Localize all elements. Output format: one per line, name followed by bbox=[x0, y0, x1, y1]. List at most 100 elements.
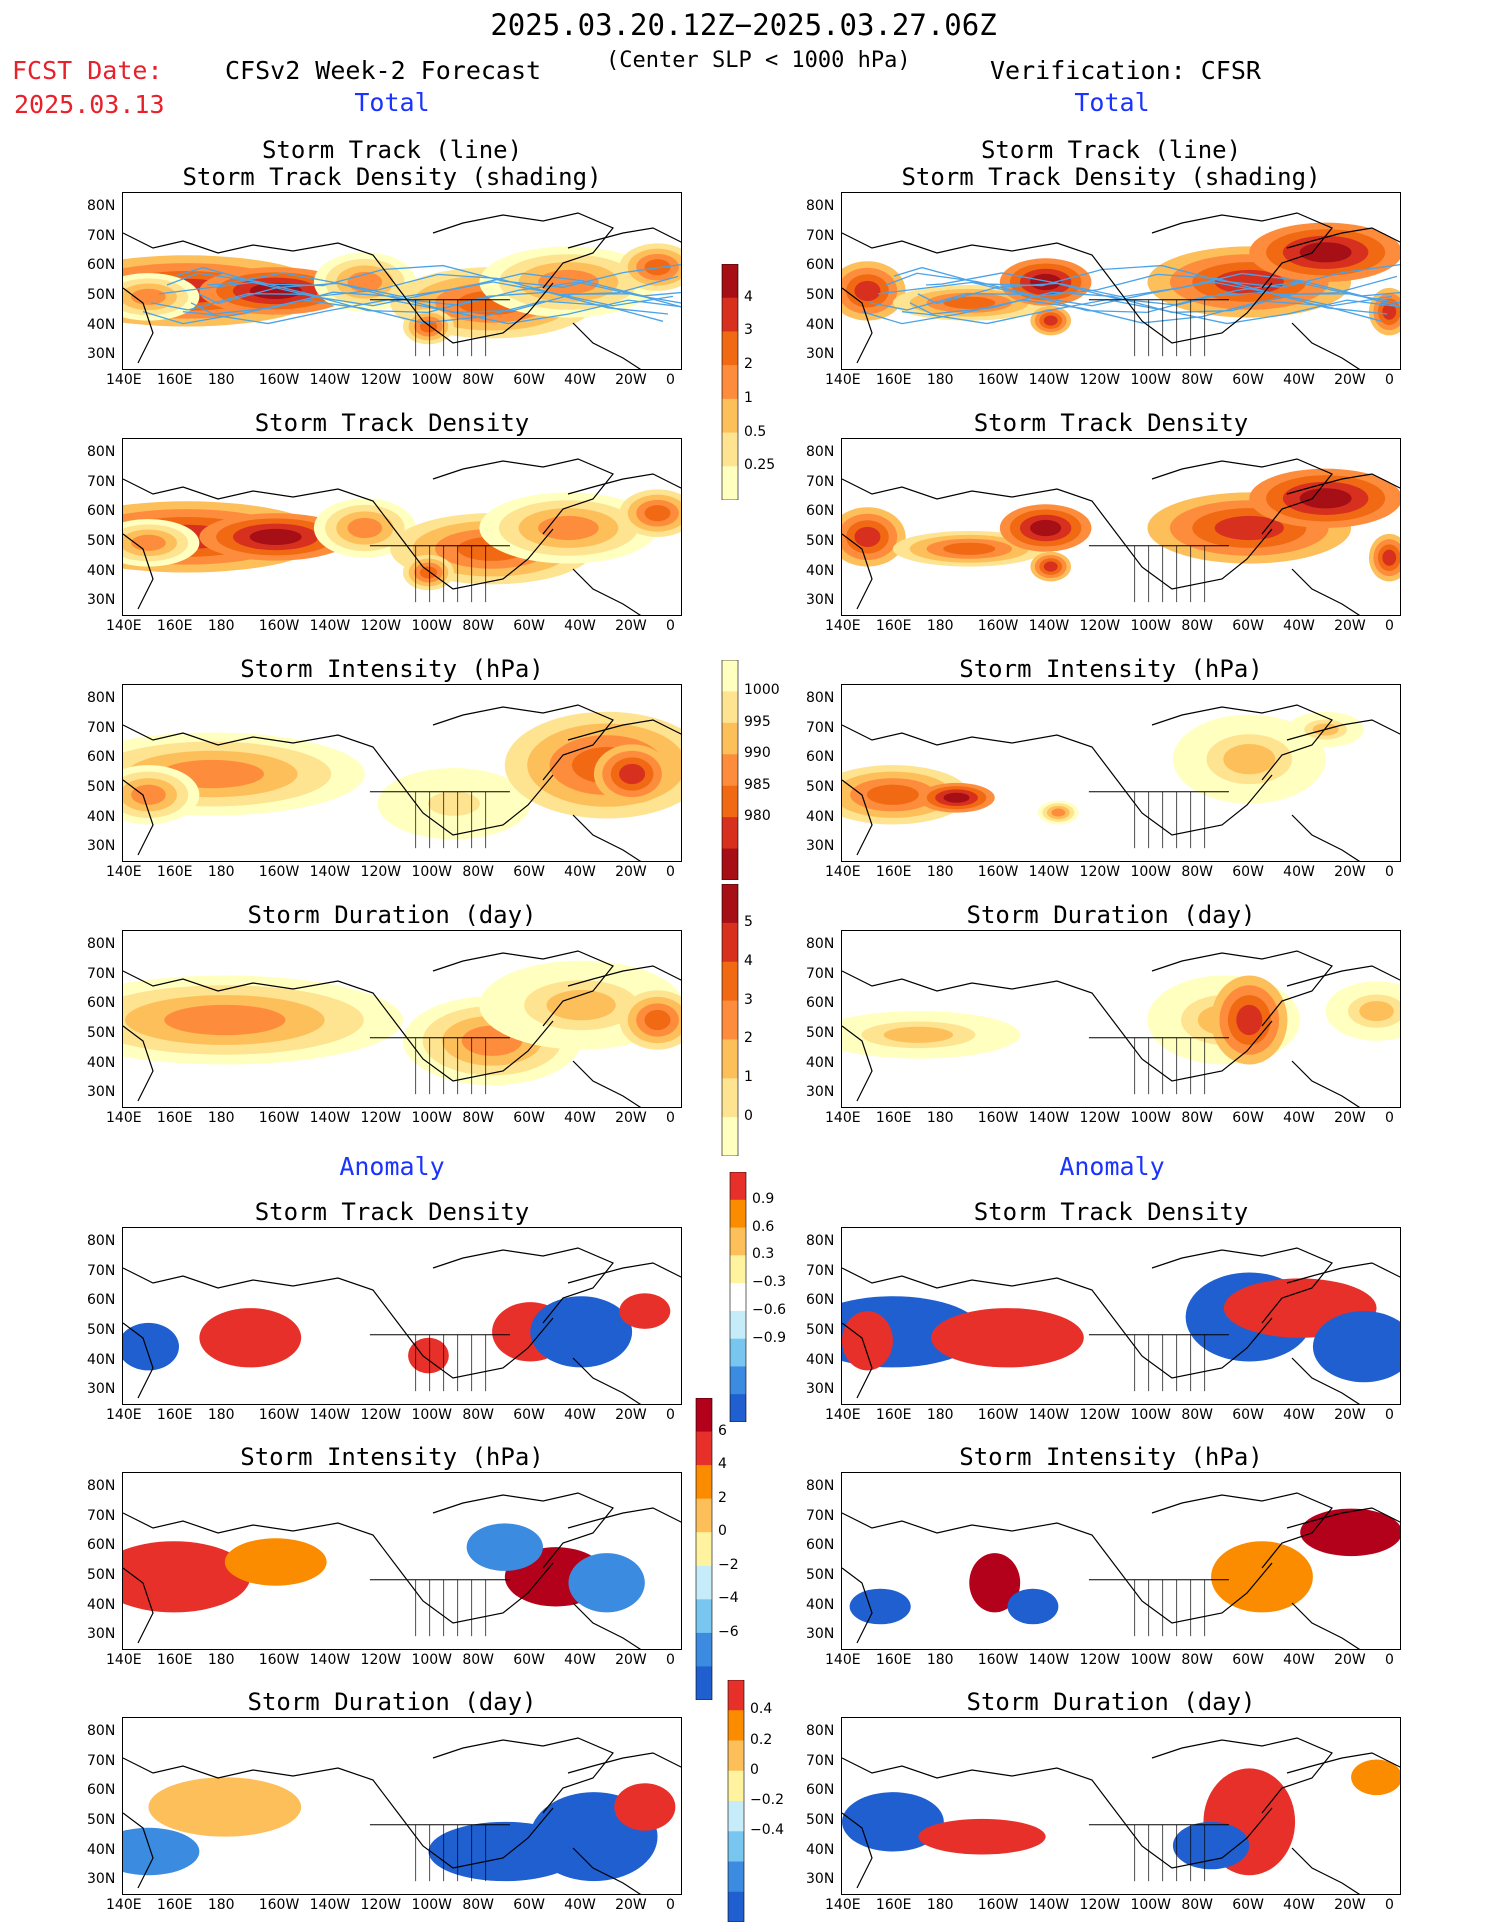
panel-title: Storm Intensity (hPa) bbox=[240, 655, 544, 683]
lon-label: 180 bbox=[926, 1407, 954, 1423]
colorbar-swatch bbox=[696, 1431, 712, 1466]
lat-label: 70N bbox=[87, 719, 116, 736]
colorbar-swatch bbox=[728, 1801, 744, 1832]
lon-label: 160W bbox=[977, 1652, 1019, 1668]
lon-label: 60W bbox=[513, 864, 545, 880]
colorbar-label: 0.2 bbox=[750, 1731, 773, 1748]
lon-label: 180 bbox=[207, 372, 235, 388]
lat-label: 80N bbox=[87, 443, 116, 460]
lat-label: 60N bbox=[806, 1537, 835, 1554]
lon-label: 20W bbox=[1334, 1407, 1366, 1423]
field-contour bbox=[619, 1293, 671, 1329]
colorbar-label: −0.3 bbox=[752, 1274, 786, 1291]
lon-label: 140E bbox=[106, 372, 142, 388]
colorbar-label: 0 bbox=[718, 1523, 727, 1540]
lon-label: 180 bbox=[926, 1897, 954, 1913]
field-contour bbox=[1300, 1508, 1400, 1557]
colorbar-swatch bbox=[730, 1310, 746, 1340]
field-contour bbox=[123, 1322, 179, 1371]
field-contour bbox=[408, 1337, 449, 1374]
lat-label: 30N bbox=[806, 838, 835, 855]
lat-label: 40N bbox=[87, 1054, 116, 1071]
colorbar-swatch bbox=[696, 1465, 712, 1500]
colorbar-swatch bbox=[722, 398, 738, 434]
map-field bbox=[123, 1492, 681, 1649]
field-contour bbox=[918, 1818, 1046, 1855]
lon-label: 40W bbox=[564, 1897, 596, 1913]
lon-label: 80W bbox=[1181, 1897, 1214, 1913]
lon-label: 0 bbox=[1385, 1407, 1394, 1423]
lon-label: 140W bbox=[1028, 864, 1070, 880]
lat-label: 70N bbox=[806, 1752, 835, 1769]
lat-label: 70N bbox=[87, 1752, 116, 1769]
verification-header: Verification: CFSR bbox=[990, 56, 1261, 85]
lon-label: 140W bbox=[309, 864, 351, 880]
field-contour bbox=[224, 1538, 327, 1586]
panel-title: Storm Track (line) bbox=[261, 136, 523, 164]
lon-label: 140W bbox=[309, 1652, 351, 1668]
colorbar-label: 0 bbox=[750, 1761, 759, 1778]
lon-label: 120W bbox=[1079, 1897, 1121, 1913]
colorbar-swatch bbox=[722, 722, 738, 755]
field-contour bbox=[1299, 242, 1352, 263]
map-field bbox=[842, 950, 1400, 1107]
panel-title: Storm Duration (day) bbox=[966, 901, 1256, 929]
lon-label: 100W bbox=[411, 1652, 453, 1668]
lat-label: 50N bbox=[806, 1321, 835, 1338]
lon-label: 140W bbox=[309, 372, 351, 388]
lon-label: 140W bbox=[309, 1897, 351, 1913]
lon-label: 140E bbox=[825, 372, 861, 388]
lon-label: 180 bbox=[926, 618, 954, 634]
field-contour bbox=[1236, 1004, 1263, 1036]
lon-label: 100W bbox=[1130, 1652, 1172, 1668]
field-contour bbox=[568, 1553, 645, 1613]
lon-label: 180 bbox=[207, 864, 235, 880]
anomaly-label-left: Anomaly bbox=[339, 1152, 445, 1181]
lat-label: 70N bbox=[87, 227, 116, 244]
field-contour bbox=[619, 763, 646, 785]
colorbar-label: 0 bbox=[744, 1108, 753, 1125]
lon-label: 160W bbox=[258, 1110, 300, 1126]
colorbar-swatch bbox=[728, 1770, 744, 1802]
lon-label: 60W bbox=[1232, 1897, 1264, 1913]
map-field bbox=[123, 950, 681, 1107]
colorbar-swatch bbox=[696, 1532, 712, 1567]
field-contour bbox=[943, 542, 996, 555]
lat-label: 30N bbox=[87, 838, 116, 855]
panel-title: Storm Track Density bbox=[973, 409, 1249, 437]
colorbar-label: 990 bbox=[744, 745, 771, 762]
lon-label: 20W bbox=[615, 372, 647, 388]
lon-label: 20W bbox=[615, 1110, 647, 1126]
map-panel-obs-aduration bbox=[841, 1717, 1401, 1895]
colorbar-label: −0.2 bbox=[750, 1792, 784, 1808]
lon-label: 100W bbox=[1130, 1110, 1172, 1126]
lon-label: 120W bbox=[1079, 864, 1121, 880]
lon-label: 40W bbox=[564, 1407, 596, 1423]
field-contour bbox=[1312, 1311, 1400, 1383]
lon-label: 60W bbox=[513, 372, 545, 388]
field-contour bbox=[1030, 519, 1062, 537]
total-label-left: Total bbox=[354, 88, 430, 117]
lon-label: 160W bbox=[977, 618, 1019, 634]
map-panel-obs-density bbox=[841, 438, 1401, 616]
field-contour bbox=[1351, 1759, 1400, 1796]
lon-label: 80W bbox=[462, 1110, 495, 1126]
map-field bbox=[842, 1247, 1400, 1404]
lat-label: 40N bbox=[806, 562, 835, 579]
lon-label: 140E bbox=[106, 1652, 142, 1668]
field-contour bbox=[164, 1004, 286, 1036]
lat-label: 30N bbox=[87, 1871, 116, 1888]
colorbar-swatch bbox=[722, 660, 738, 692]
lon-label: 120W bbox=[1079, 1407, 1121, 1423]
field-contour bbox=[931, 1308, 1084, 1368]
lat-label: 40N bbox=[87, 1351, 116, 1368]
lon-label: 80W bbox=[462, 372, 495, 388]
colorbar-swatch bbox=[728, 1710, 744, 1741]
colorbar-swatch bbox=[722, 1039, 738, 1079]
colorbar-swatch bbox=[728, 1831, 744, 1862]
lat-label: 40N bbox=[87, 1841, 116, 1858]
map-field bbox=[123, 212, 681, 369]
lon-label: 120W bbox=[360, 618, 402, 634]
lon-label: 120W bbox=[1079, 1652, 1121, 1668]
lat-label: 30N bbox=[806, 346, 835, 363]
